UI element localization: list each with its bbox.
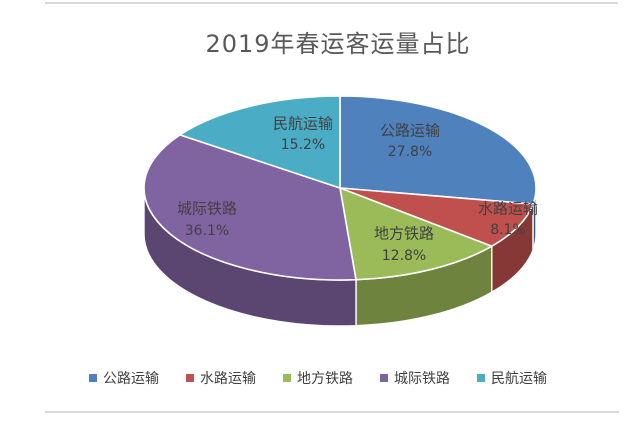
slice-name-label: 水路运输 (478, 200, 538, 218)
chart-legend: 公路运输 水路运输 地方铁路 城际铁路 民航运输 (0, 368, 636, 388)
chart-title: 2019年春运客运量占比 (205, 30, 471, 58)
pie-slice-2[interactable] (339, 187, 493, 281)
slice-percent-label: 12.8% (382, 248, 426, 264)
pie-slice-4[interactable] (179, 95, 341, 189)
legend-swatch-icon (477, 374, 485, 382)
legend-swatch-icon (186, 374, 194, 382)
top-divider (45, 2, 618, 4)
legend-label: 水路运输 (200, 371, 256, 387)
slice-name-label: 城际铁路 (177, 200, 237, 218)
slice-percent-label: 8.1% (490, 222, 526, 238)
pie-slice-3[interactable] (143, 134, 357, 281)
slice-name-label: 民航运输 (273, 115, 333, 133)
slice-name-label: 公路运输 (380, 122, 440, 140)
legend-item-2[interactable]: 地方铁路 (283, 368, 353, 388)
legend-item-3[interactable]: 城际铁路 (380, 368, 450, 388)
legend-item-1[interactable]: 水路运输 (186, 368, 256, 388)
legend-swatch-icon (283, 374, 291, 382)
slice-name-label: 地方铁路 (374, 225, 434, 243)
legend-item-4[interactable]: 民航运输 (477, 368, 547, 388)
legend-label: 民航运输 (491, 371, 547, 387)
legend-swatch-icon (89, 374, 97, 382)
legend-label: 地方铁路 (297, 371, 353, 387)
legend-label: 公路运输 (103, 371, 159, 387)
slice-percent-label: 27.8% (388, 144, 432, 160)
legend-swatch-icon (380, 374, 388, 382)
slice-percent-label: 36.1% (185, 223, 229, 239)
legend-item-0[interactable]: 公路运输 (89, 368, 159, 388)
pie-slice-1[interactable] (339, 187, 534, 247)
pie-slice-0[interactable] (339, 95, 537, 205)
slice-percent-label: 15.2% (281, 137, 325, 153)
legend-label: 城际铁路 (394, 371, 450, 387)
bottom-divider (45, 411, 619, 413)
